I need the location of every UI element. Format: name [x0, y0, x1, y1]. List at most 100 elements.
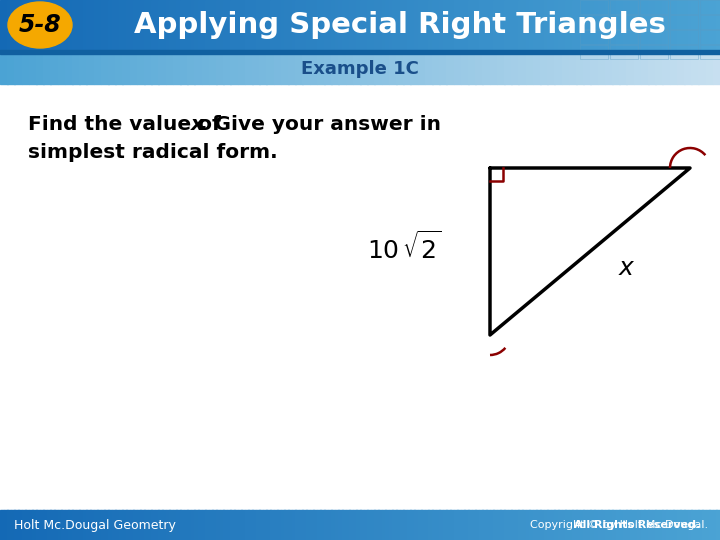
Bar [112, 0, 116, 50]
Bar [576, 0, 580, 50]
Bar [554, 510, 559, 540]
Bar [580, 45, 608, 59]
Bar [522, 510, 526, 540]
Bar [270, 510, 274, 540]
Bar [29, 510, 33, 540]
Bar [310, 0, 314, 50]
Bar [191, 0, 195, 50]
Bar [270, 0, 274, 50]
Bar [454, 510, 458, 540]
Bar [94, 0, 98, 50]
Bar [360, 0, 364, 50]
Bar [353, 0, 357, 50]
Bar [439, 0, 444, 50]
Bar [475, 0, 480, 50]
Bar [50, 0, 55, 50]
Bar [223, 510, 228, 540]
Text: Copyright © by Holt Mc Dougal.: Copyright © by Holt Mc Dougal. [530, 520, 711, 530]
Bar [670, 0, 674, 50]
Bar [58, 510, 62, 540]
Bar [590, 0, 595, 50]
Bar [234, 510, 238, 540]
Bar [385, 510, 390, 540]
Bar [331, 510, 336, 540]
Bar [205, 510, 210, 540]
Bar [295, 54, 303, 84]
Bar [83, 510, 87, 540]
Bar [7, 510, 12, 540]
Bar [382, 0, 386, 50]
Bar [180, 0, 184, 50]
Bar [637, 510, 642, 540]
Bar [392, 510, 397, 540]
Bar [108, 54, 116, 84]
Bar [14, 54, 22, 84]
Bar [148, 510, 152, 540]
Bar [274, 0, 278, 50]
Bar [220, 0, 224, 50]
Bar [328, 0, 332, 50]
Bar [54, 510, 58, 540]
Text: $10\,\sqrt{2}$: $10\,\sqrt{2}$ [367, 232, 442, 264]
Bar [310, 510, 314, 540]
Bar [302, 0, 307, 50]
Bar [504, 510, 508, 540]
Bar [331, 0, 336, 50]
Bar [158, 54, 166, 84]
Bar [446, 510, 451, 540]
Bar [640, 30, 668, 44]
Bar [227, 510, 231, 540]
Text: Holt Mc.Dougal Geometry: Holt Mc.Dougal Geometry [14, 518, 176, 531]
Bar [47, 510, 51, 540]
Bar [374, 0, 379, 50]
Bar [598, 0, 602, 50]
Bar [504, 54, 512, 84]
Bar [608, 0, 613, 50]
Bar [439, 510, 444, 540]
Bar [277, 0, 282, 50]
Bar [691, 510, 696, 540]
Bar [169, 510, 174, 540]
Bar [652, 510, 656, 540]
Bar [544, 0, 548, 50]
Bar [457, 510, 462, 540]
Bar [194, 510, 199, 540]
Bar [292, 0, 296, 50]
Bar [324, 54, 332, 84]
Bar [187, 510, 192, 540]
Bar [382, 510, 386, 540]
Bar [137, 510, 141, 540]
Bar [137, 0, 141, 50]
Bar [209, 510, 213, 540]
Bar [248, 0, 253, 50]
Bar [479, 510, 483, 540]
Bar [22, 54, 30, 84]
Bar [410, 510, 415, 540]
Bar [162, 0, 166, 50]
Bar [666, 510, 670, 540]
Bar [464, 0, 469, 50]
Bar [580, 15, 608, 29]
Bar [155, 510, 159, 540]
Bar [364, 510, 368, 540]
Bar [18, 510, 22, 540]
Bar [94, 510, 98, 540]
Bar [554, 0, 559, 50]
Bar [331, 54, 339, 84]
Bar [511, 54, 519, 84]
Bar [79, 54, 87, 84]
Bar [691, 0, 696, 50]
Bar [450, 0, 454, 50]
Bar [158, 0, 163, 50]
Bar [572, 510, 577, 540]
Bar [313, 0, 318, 50]
Bar [130, 510, 134, 540]
Bar [446, 0, 451, 50]
Bar [288, 54, 296, 84]
Bar [180, 510, 184, 540]
Bar [61, 510, 66, 540]
Bar [648, 510, 652, 540]
Bar [713, 54, 720, 84]
Bar [353, 54, 361, 84]
Bar [68, 0, 73, 50]
